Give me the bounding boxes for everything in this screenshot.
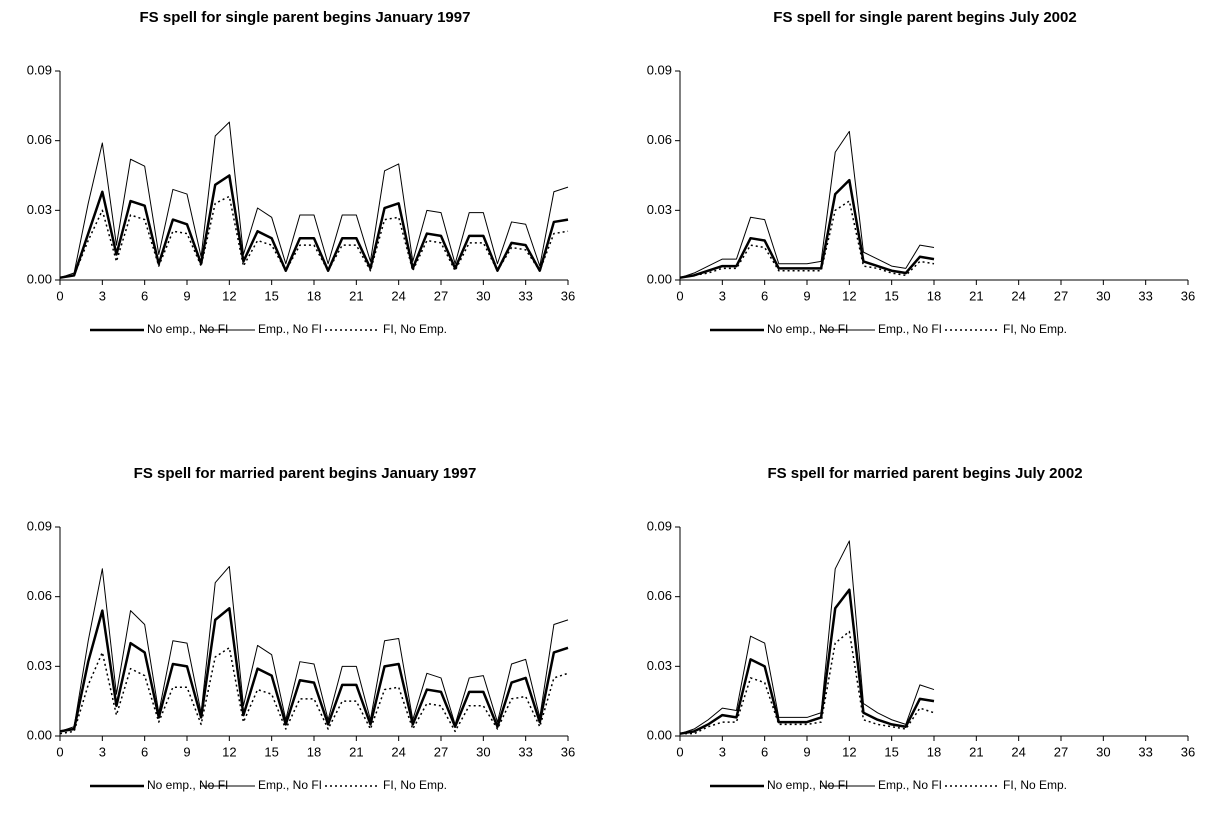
x-tick-label: 12 (222, 288, 236, 303)
x-tick-label: 18 (307, 744, 321, 759)
y-tick-label: 0.06 (27, 588, 52, 603)
legend-label: Emp., No FI (258, 322, 322, 336)
y-tick-label: 0.03 (27, 202, 52, 217)
series-line (59, 174, 569, 279)
x-tick-label: 21 (349, 288, 363, 303)
x-tick-label: 3 (99, 744, 106, 759)
series-line (59, 607, 569, 733)
y-tick-label: 0.03 (27, 658, 52, 673)
x-tick-label: 24 (1011, 744, 1025, 759)
x-tick-label: 0 (676, 288, 683, 303)
series-line (59, 121, 569, 279)
series-line (59, 195, 569, 279)
x-tick-label: 6 (761, 744, 768, 759)
x-tick-label: 15 (884, 744, 898, 759)
legend-label: Emp., No FI (258, 778, 322, 792)
x-tick-label: 24 (391, 744, 405, 759)
x-tick-label: 21 (969, 744, 983, 759)
x-tick-label: 27 (1054, 288, 1068, 303)
y-tick-label: 0.09 (27, 62, 52, 77)
series-line (679, 130, 935, 279)
x-tick-label: 33 (518, 288, 532, 303)
x-tick-label: 18 (307, 288, 321, 303)
x-tick-label: 6 (761, 288, 768, 303)
chart-panel: FS spell for single parent begins Januar… (27, 9, 576, 336)
x-tick-label: 30 (1096, 288, 1110, 303)
x-tick-label: 6 (141, 288, 148, 303)
x-tick-label: 36 (1181, 288, 1195, 303)
legend-label: Emp., No FI (878, 322, 942, 336)
x-tick-label: 0 (676, 744, 683, 759)
x-tick-label: 36 (561, 744, 575, 759)
legend-label: FI, No Emp. (1003, 778, 1067, 792)
x-tick-label: 30 (476, 744, 490, 759)
x-tick-label: 3 (719, 744, 726, 759)
x-tick-label: 27 (434, 288, 448, 303)
legend-label: FI, No Emp. (1003, 322, 1067, 336)
x-tick-label: 33 (1138, 744, 1152, 759)
series-line (679, 588, 935, 735)
chart-title: FS spell for married parent begins Janua… (134, 465, 477, 482)
legend-label: No emp., No FI (767, 778, 848, 792)
legend-label: No emp., No FI (147, 322, 228, 336)
x-tick-label: 3 (719, 288, 726, 303)
x-tick-label: 30 (1096, 744, 1110, 759)
y-tick-label: 0.00 (647, 271, 672, 286)
y-tick-label: 0.09 (647, 518, 672, 533)
legend-label: Emp., No FI (878, 778, 942, 792)
x-tick-label: 30 (476, 288, 490, 303)
series-line (59, 565, 569, 732)
x-tick-label: 15 (264, 288, 278, 303)
x-tick-label: 0 (56, 288, 63, 303)
x-tick-label: 15 (884, 288, 898, 303)
y-tick-label: 0.06 (647, 132, 672, 147)
legend-label: FI, No Emp. (383, 322, 447, 336)
chart-title: FS spell for single parent begins July 2… (773, 9, 1076, 26)
x-tick-label: 6 (141, 744, 148, 759)
x-tick-label: 18 (927, 744, 941, 759)
x-tick-label: 18 (927, 288, 941, 303)
y-tick-label: 0.03 (647, 202, 672, 217)
x-tick-label: 9 (803, 288, 810, 303)
legend-label: No emp., No FI (767, 322, 848, 336)
series-line (679, 540, 935, 735)
chart-panel: FS spell for married parent begins July … (647, 465, 1196, 792)
x-tick-label: 15 (264, 744, 278, 759)
x-tick-label: 24 (391, 288, 405, 303)
legend-label: FI, No Emp. (383, 778, 447, 792)
y-tick-label: 0.06 (647, 588, 672, 603)
x-tick-label: 27 (1054, 744, 1068, 759)
x-tick-label: 12 (222, 744, 236, 759)
legend-label: No emp., No FI (147, 778, 228, 792)
x-tick-label: 9 (183, 744, 190, 759)
y-tick-label: 0.00 (27, 727, 52, 742)
x-tick-label: 0 (56, 744, 63, 759)
x-tick-label: 12 (842, 288, 856, 303)
x-tick-label: 9 (803, 744, 810, 759)
y-tick-label: 0.06 (27, 132, 52, 147)
y-tick-label: 0.00 (647, 727, 672, 742)
chart-panel: FS spell for married parent begins Janua… (27, 465, 576, 792)
x-tick-label: 33 (1138, 288, 1152, 303)
x-tick-label: 36 (1181, 744, 1195, 759)
x-tick-label: 24 (1011, 288, 1025, 303)
chart-panel: FS spell for single parent begins July 2… (647, 9, 1196, 336)
y-tick-label: 0.09 (647, 62, 672, 77)
x-tick-label: 3 (99, 288, 106, 303)
y-tick-label: 0.09 (27, 518, 52, 533)
x-tick-label: 21 (349, 744, 363, 759)
x-tick-label: 36 (561, 288, 575, 303)
chart-title: FS spell for single parent begins Januar… (140, 9, 471, 26)
x-tick-label: 33 (518, 744, 532, 759)
series-line (679, 178, 935, 279)
x-tick-label: 12 (842, 744, 856, 759)
chart-title: FS spell for married parent begins July … (767, 465, 1082, 482)
x-tick-label: 27 (434, 744, 448, 759)
y-tick-label: 0.00 (27, 271, 52, 286)
x-tick-label: 21 (969, 288, 983, 303)
series-line (59, 647, 569, 735)
y-tick-label: 0.03 (647, 658, 672, 673)
x-tick-label: 9 (183, 288, 190, 303)
